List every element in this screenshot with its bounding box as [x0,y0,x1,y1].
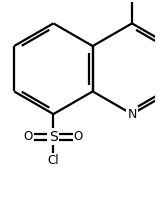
Text: O: O [74,130,83,143]
Text: S: S [49,130,58,144]
Text: O: O [24,130,33,143]
Text: N: N [127,108,137,121]
Text: Cl: Cl [48,154,59,167]
